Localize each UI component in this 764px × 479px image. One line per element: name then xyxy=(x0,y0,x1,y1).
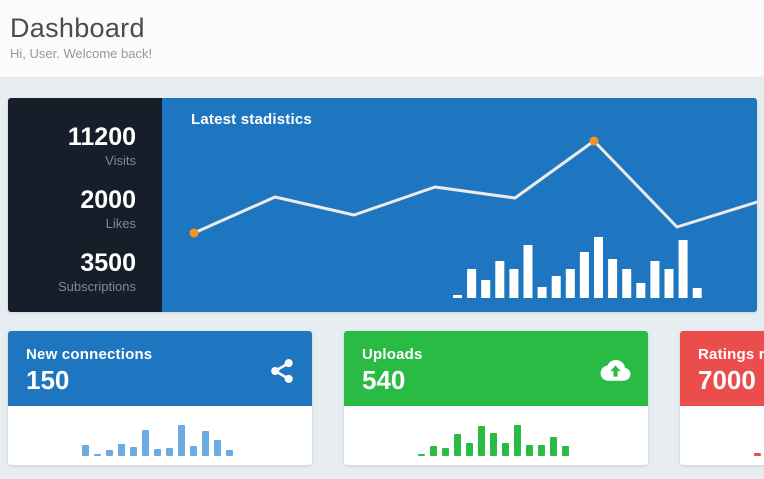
chart-line xyxy=(192,139,757,235)
stat-label: Visits xyxy=(105,153,136,168)
spark-bar xyxy=(418,454,425,456)
spark-bar xyxy=(106,450,113,456)
spark-bar-chart xyxy=(82,425,233,456)
card-body xyxy=(8,406,312,465)
chart-bar xyxy=(551,276,561,298)
spark-bar xyxy=(118,444,125,456)
chart-point-marker xyxy=(589,136,599,146)
spark-bar xyxy=(94,454,101,456)
card-label: Uploads xyxy=(362,346,423,363)
stat-value: 3500 xyxy=(80,249,136,277)
card-value: 7000 xyxy=(698,365,756,395)
chart-bar xyxy=(467,269,477,298)
chart-point-marker xyxy=(189,228,199,238)
spark-bar xyxy=(166,448,173,456)
stat-value: 2000 xyxy=(80,186,136,214)
stat-item: 3500 Subscriptions xyxy=(8,249,162,295)
card-body xyxy=(344,406,648,465)
spark-bar xyxy=(562,446,569,456)
spark-bar xyxy=(214,440,221,456)
chart-bar xyxy=(594,237,603,298)
stat-label: Likes xyxy=(105,216,136,231)
spark-bar xyxy=(466,443,473,456)
spark-bar xyxy=(526,445,533,456)
card-label: Ratings received xyxy=(698,346,764,363)
card-header: Uploads 540 xyxy=(344,331,648,406)
card-label: New connections xyxy=(26,346,153,363)
stat-item: 2000 Likes xyxy=(8,186,162,232)
spark-bar xyxy=(442,448,449,456)
chart-bar xyxy=(523,245,533,298)
chart-title: Latest stadistics xyxy=(191,111,312,128)
page-header: Dashboard Hi, User. Welcome back! xyxy=(0,0,764,78)
spark-bar xyxy=(502,443,509,456)
spark-bar xyxy=(190,446,197,456)
stat-value: 11200 xyxy=(67,123,136,151)
spark-bar xyxy=(154,449,161,456)
chart-bar xyxy=(650,261,660,298)
spark-bar xyxy=(754,453,761,456)
card-value: 540 xyxy=(362,365,406,395)
stat-label: Subscriptions xyxy=(57,279,136,294)
card-value: 150 xyxy=(26,365,70,395)
spark-bar xyxy=(130,447,137,456)
cloud-upload-icon[interactable] xyxy=(598,357,632,384)
spark-bar xyxy=(454,434,461,456)
spark-bar xyxy=(142,430,149,456)
statistics-chart-area: Latest stadistics xyxy=(162,98,757,312)
spark-bar-chart xyxy=(418,425,569,456)
stats-summary: 11200 Visits 2000 Likes 3500 Subscriptions xyxy=(8,98,162,312)
spark-bar xyxy=(430,446,437,456)
spark-bar xyxy=(538,445,545,456)
card-new-connections[interactable]: New connections 150 xyxy=(8,331,312,465)
welcome-text: Hi, User. Welcome back! xyxy=(10,46,153,61)
spark-bar xyxy=(82,445,89,456)
chart-bar xyxy=(636,283,646,298)
stat-item: 11200 Visits xyxy=(8,123,162,169)
spark-bar xyxy=(550,437,557,456)
chart-bar xyxy=(565,269,575,298)
chart-bar xyxy=(692,288,702,298)
spark-bar xyxy=(514,425,521,456)
chart-bar xyxy=(622,269,632,298)
spark-bar xyxy=(490,433,497,456)
chart-bar xyxy=(664,269,674,298)
line-bar-chart xyxy=(189,136,757,298)
spark-bar-chart xyxy=(754,453,761,456)
chart-bar xyxy=(453,295,462,298)
chart-bar xyxy=(495,261,505,298)
chart-bar xyxy=(537,287,547,298)
latest-statistics-panel: 11200 Visits 2000 Likes 3500 Subscriptions La… xyxy=(8,98,757,312)
chart-bar xyxy=(678,240,688,298)
card-header: New connections 150 xyxy=(8,331,312,406)
card-ratings-received[interactable]: Ratings received 7000 xyxy=(680,331,764,465)
share-icon[interactable] xyxy=(269,357,296,385)
card-uploads[interactable]: Uploads 540 xyxy=(344,331,648,465)
card-header: Ratings received 7000 xyxy=(680,331,764,406)
spark-bar xyxy=(202,431,209,456)
chart-bar xyxy=(608,259,618,298)
chart-bar xyxy=(509,269,519,298)
spark-bar xyxy=(226,450,233,456)
spark-bar xyxy=(178,425,185,456)
card-body xyxy=(680,406,764,465)
chart-bar xyxy=(579,252,589,298)
page-title: Dashboard xyxy=(10,13,145,43)
spark-bar xyxy=(478,426,485,456)
chart-bar xyxy=(481,280,491,298)
